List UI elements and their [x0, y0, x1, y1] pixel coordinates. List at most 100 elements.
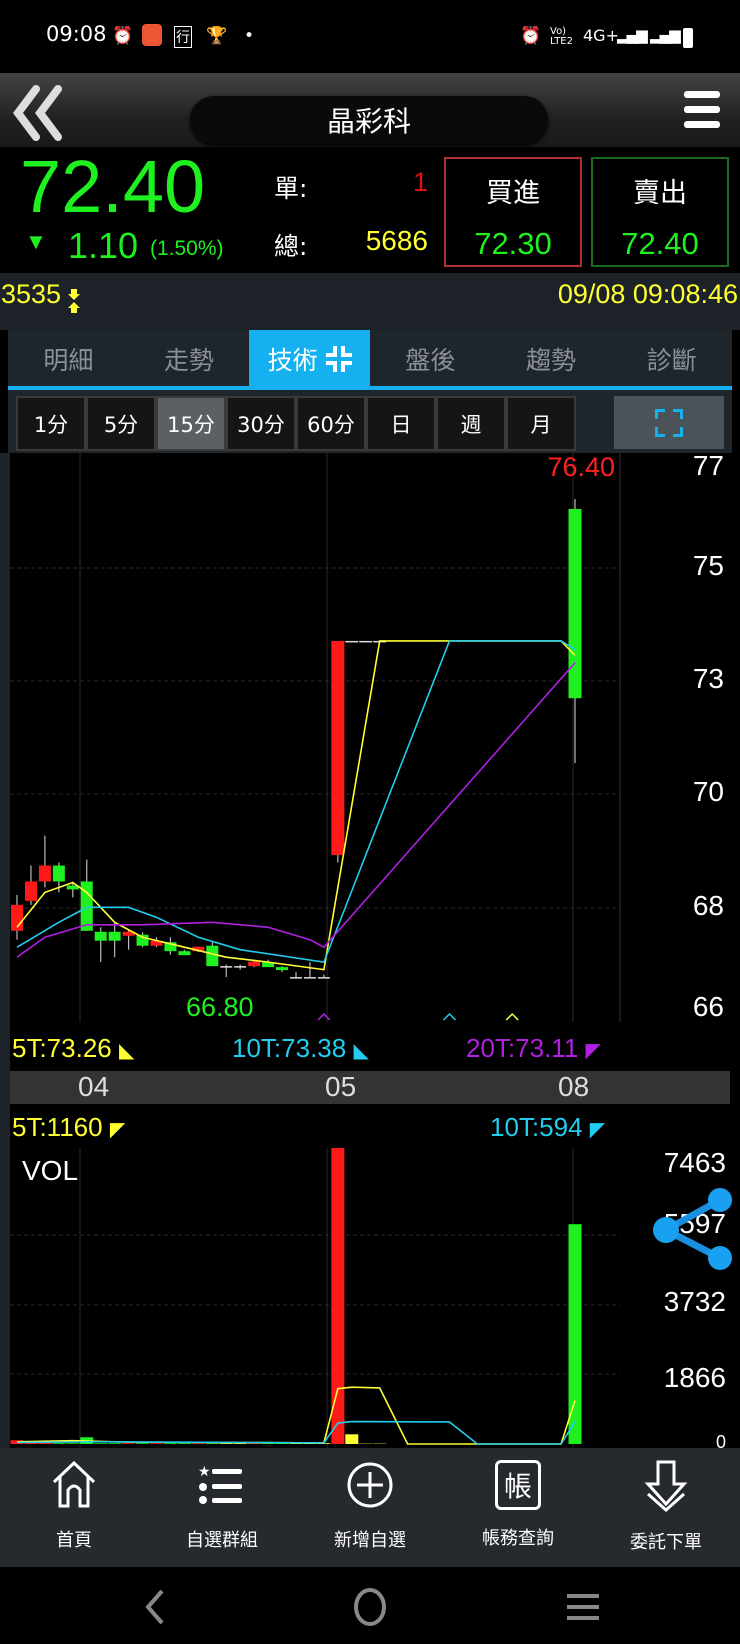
- nav-account-query[interactable]: 帳 帳務查詢: [444, 1448, 592, 1567]
- info-bar: 3535 09/08 09:08:46: [0, 273, 740, 330]
- candle-body: [220, 966, 233, 968]
- fullscreen-icon: [655, 408, 683, 437]
- app-notification-icon: 行: [174, 26, 192, 48]
- ma5-label: 5T:73.26 ◣: [12, 1033, 134, 1064]
- interval-week[interactable]: 週: [436, 396, 506, 451]
- volume-bar: [136, 1443, 150, 1444]
- bottom-nav: 首頁 ★ 自選群組 新增自選 帳 帳務查詢 委託下單: [0, 1448, 740, 1567]
- account-icon: 帳: [495, 1460, 541, 1510]
- candle-body: [66, 885, 79, 890]
- candle-body: [178, 951, 191, 956]
- tab-diagnosis[interactable]: 診斷: [611, 330, 732, 388]
- system-home-icon[interactable]: [352, 1587, 388, 1627]
- system-recents-icon[interactable]: [566, 1591, 600, 1623]
- vol-tick-label: 1866: [663, 1362, 726, 1393]
- volume-bar: [191, 1443, 205, 1444]
- share-icon[interactable]: [650, 1188, 738, 1270]
- chart-canvas[interactable]: [0, 453, 740, 1448]
- vol-ma-line-10T: [16, 1420, 576, 1445]
- quote-panel: 72.40 ▼ 1.10 (1.50%) 單: 1 總: 5686 買進 72.…: [0, 147, 740, 273]
- volte-icon: Vo) LTE2: [550, 26, 573, 47]
- tab-detail[interactable]: 明細: [8, 330, 129, 388]
- nav-label: 帳務查詢: [482, 1528, 554, 1549]
- signal-icon: ▂▄▆: [650, 26, 681, 44]
- nav-watchlist-groups[interactable]: ★ 自選群組: [148, 1448, 296, 1567]
- nav-label: 自選群組: [186, 1530, 258, 1551]
- stock-code: 3535: [1, 279, 62, 309]
- interval-60min[interactable]: 60分: [296, 396, 366, 451]
- total-volume-label: 總:: [274, 232, 308, 261]
- single-volume-label: 單:: [274, 174, 308, 203]
- interval-15min[interactable]: 15分: [156, 396, 226, 451]
- candle-body: [568, 508, 582, 699]
- sell-price: 72.40: [621, 226, 699, 261]
- volume-bar: [275, 1443, 289, 1444]
- high-price-label: 76.40: [547, 452, 615, 482]
- alarm-icon: ⏰: [112, 26, 134, 46]
- down-arrow-icon: ▼: [25, 229, 47, 254]
- volume-bar: [66, 1443, 80, 1444]
- flag-up-icon: ◤: [589, 1119, 606, 1141]
- tab-underline: [8, 386, 732, 390]
- system-back-icon[interactable]: [140, 1587, 170, 1627]
- cross-marker: [505, 1012, 519, 1021]
- vol-tick-label: 7463: [663, 1147, 726, 1178]
- date-axis: [10, 1071, 730, 1104]
- interval-30min[interactable]: 30分: [226, 396, 296, 451]
- list-star-icon: ★: [198, 1464, 242, 1504]
- candle-body: [345, 640, 359, 643]
- double-chevron-left-icon[interactable]: [8, 81, 64, 141]
- tab-trend[interactable]: 走勢: [129, 330, 250, 388]
- interval-day[interactable]: 日: [366, 396, 436, 451]
- volume-bar: [568, 1224, 582, 1444]
- vol-ma10-value: 10T:594: [490, 1112, 583, 1142]
- buy-label: 買進: [486, 178, 540, 209]
- dot-icon: •: [244, 26, 255, 46]
- ma-label-strip: [10, 1024, 620, 1070]
- vol-tick-label: 3732: [663, 1286, 726, 1317]
- interval-5min[interactable]: 5分: [86, 396, 156, 451]
- tab-after-hours[interactable]: 盤後: [370, 330, 491, 388]
- nav-add-watchlist[interactable]: 新增自選: [296, 1448, 444, 1567]
- volume-bar: [205, 1443, 219, 1444]
- tab-tendency[interactable]: 趨勢: [491, 330, 612, 388]
- volume-bar: [331, 1148, 345, 1444]
- tab-label: 技術: [267, 346, 318, 375]
- low-price-label: 66.80: [186, 992, 254, 1022]
- volume-bar: [247, 1443, 261, 1444]
- volume-bar: [52, 1443, 66, 1444]
- volume-bar: [345, 1434, 359, 1444]
- nav-label: 委託下單: [630, 1532, 702, 1553]
- interval-selector: 1分 5分 15分 30分 60分 日 週 月: [8, 390, 732, 453]
- sell-button[interactable]: 賣出 72.40: [591, 157, 729, 267]
- ma-line-10T: [16, 640, 576, 964]
- axis-column: [622, 453, 740, 1448]
- y-tick-label: 75: [692, 550, 724, 581]
- last-price: 72.40: [20, 145, 206, 228]
- tab-technical[interactable]: 技術: [249, 330, 371, 388]
- cross-marker: [442, 1012, 456, 1021]
- fullscreen-button[interactable]: [614, 396, 724, 449]
- hamburger-icon[interactable]: [682, 87, 722, 133]
- svg-text:★: ★: [198, 1464, 211, 1480]
- ma10-value: 10T:73.38: [232, 1033, 347, 1063]
- nav-home[interactable]: 首頁: [0, 1448, 148, 1567]
- collapse-icon[interactable]: [325, 346, 352, 372]
- interval-1min[interactable]: 1分: [16, 396, 86, 451]
- candle-body: [80, 881, 93, 931]
- interval-month[interactable]: 月: [506, 396, 576, 451]
- nav-place-order[interactable]: 委託下單: [592, 1448, 740, 1567]
- flag-down-icon: ◣: [118, 1040, 135, 1062]
- ma10-label: 10T:73.38 ◣: [232, 1033, 369, 1064]
- chart-left-border: [0, 453, 10, 1448]
- status-time: 09:08: [46, 22, 107, 46]
- buy-button[interactable]: 買進 72.30: [444, 157, 582, 267]
- quote-datetime: 09/08 09:08:46: [557, 279, 738, 309]
- x-tick-label: 04: [78, 1071, 110, 1102]
- stock-title[interactable]: 晶彩科: [190, 96, 548, 144]
- y-tick-label: 66: [692, 991, 724, 1022]
- total-volume-value: 5686: [365, 225, 428, 256]
- x-tick-label: 05: [325, 1071, 357, 1102]
- ma-line-20T: [16, 662, 576, 958]
- ma20-value: 20T:73.11: [466, 1033, 579, 1063]
